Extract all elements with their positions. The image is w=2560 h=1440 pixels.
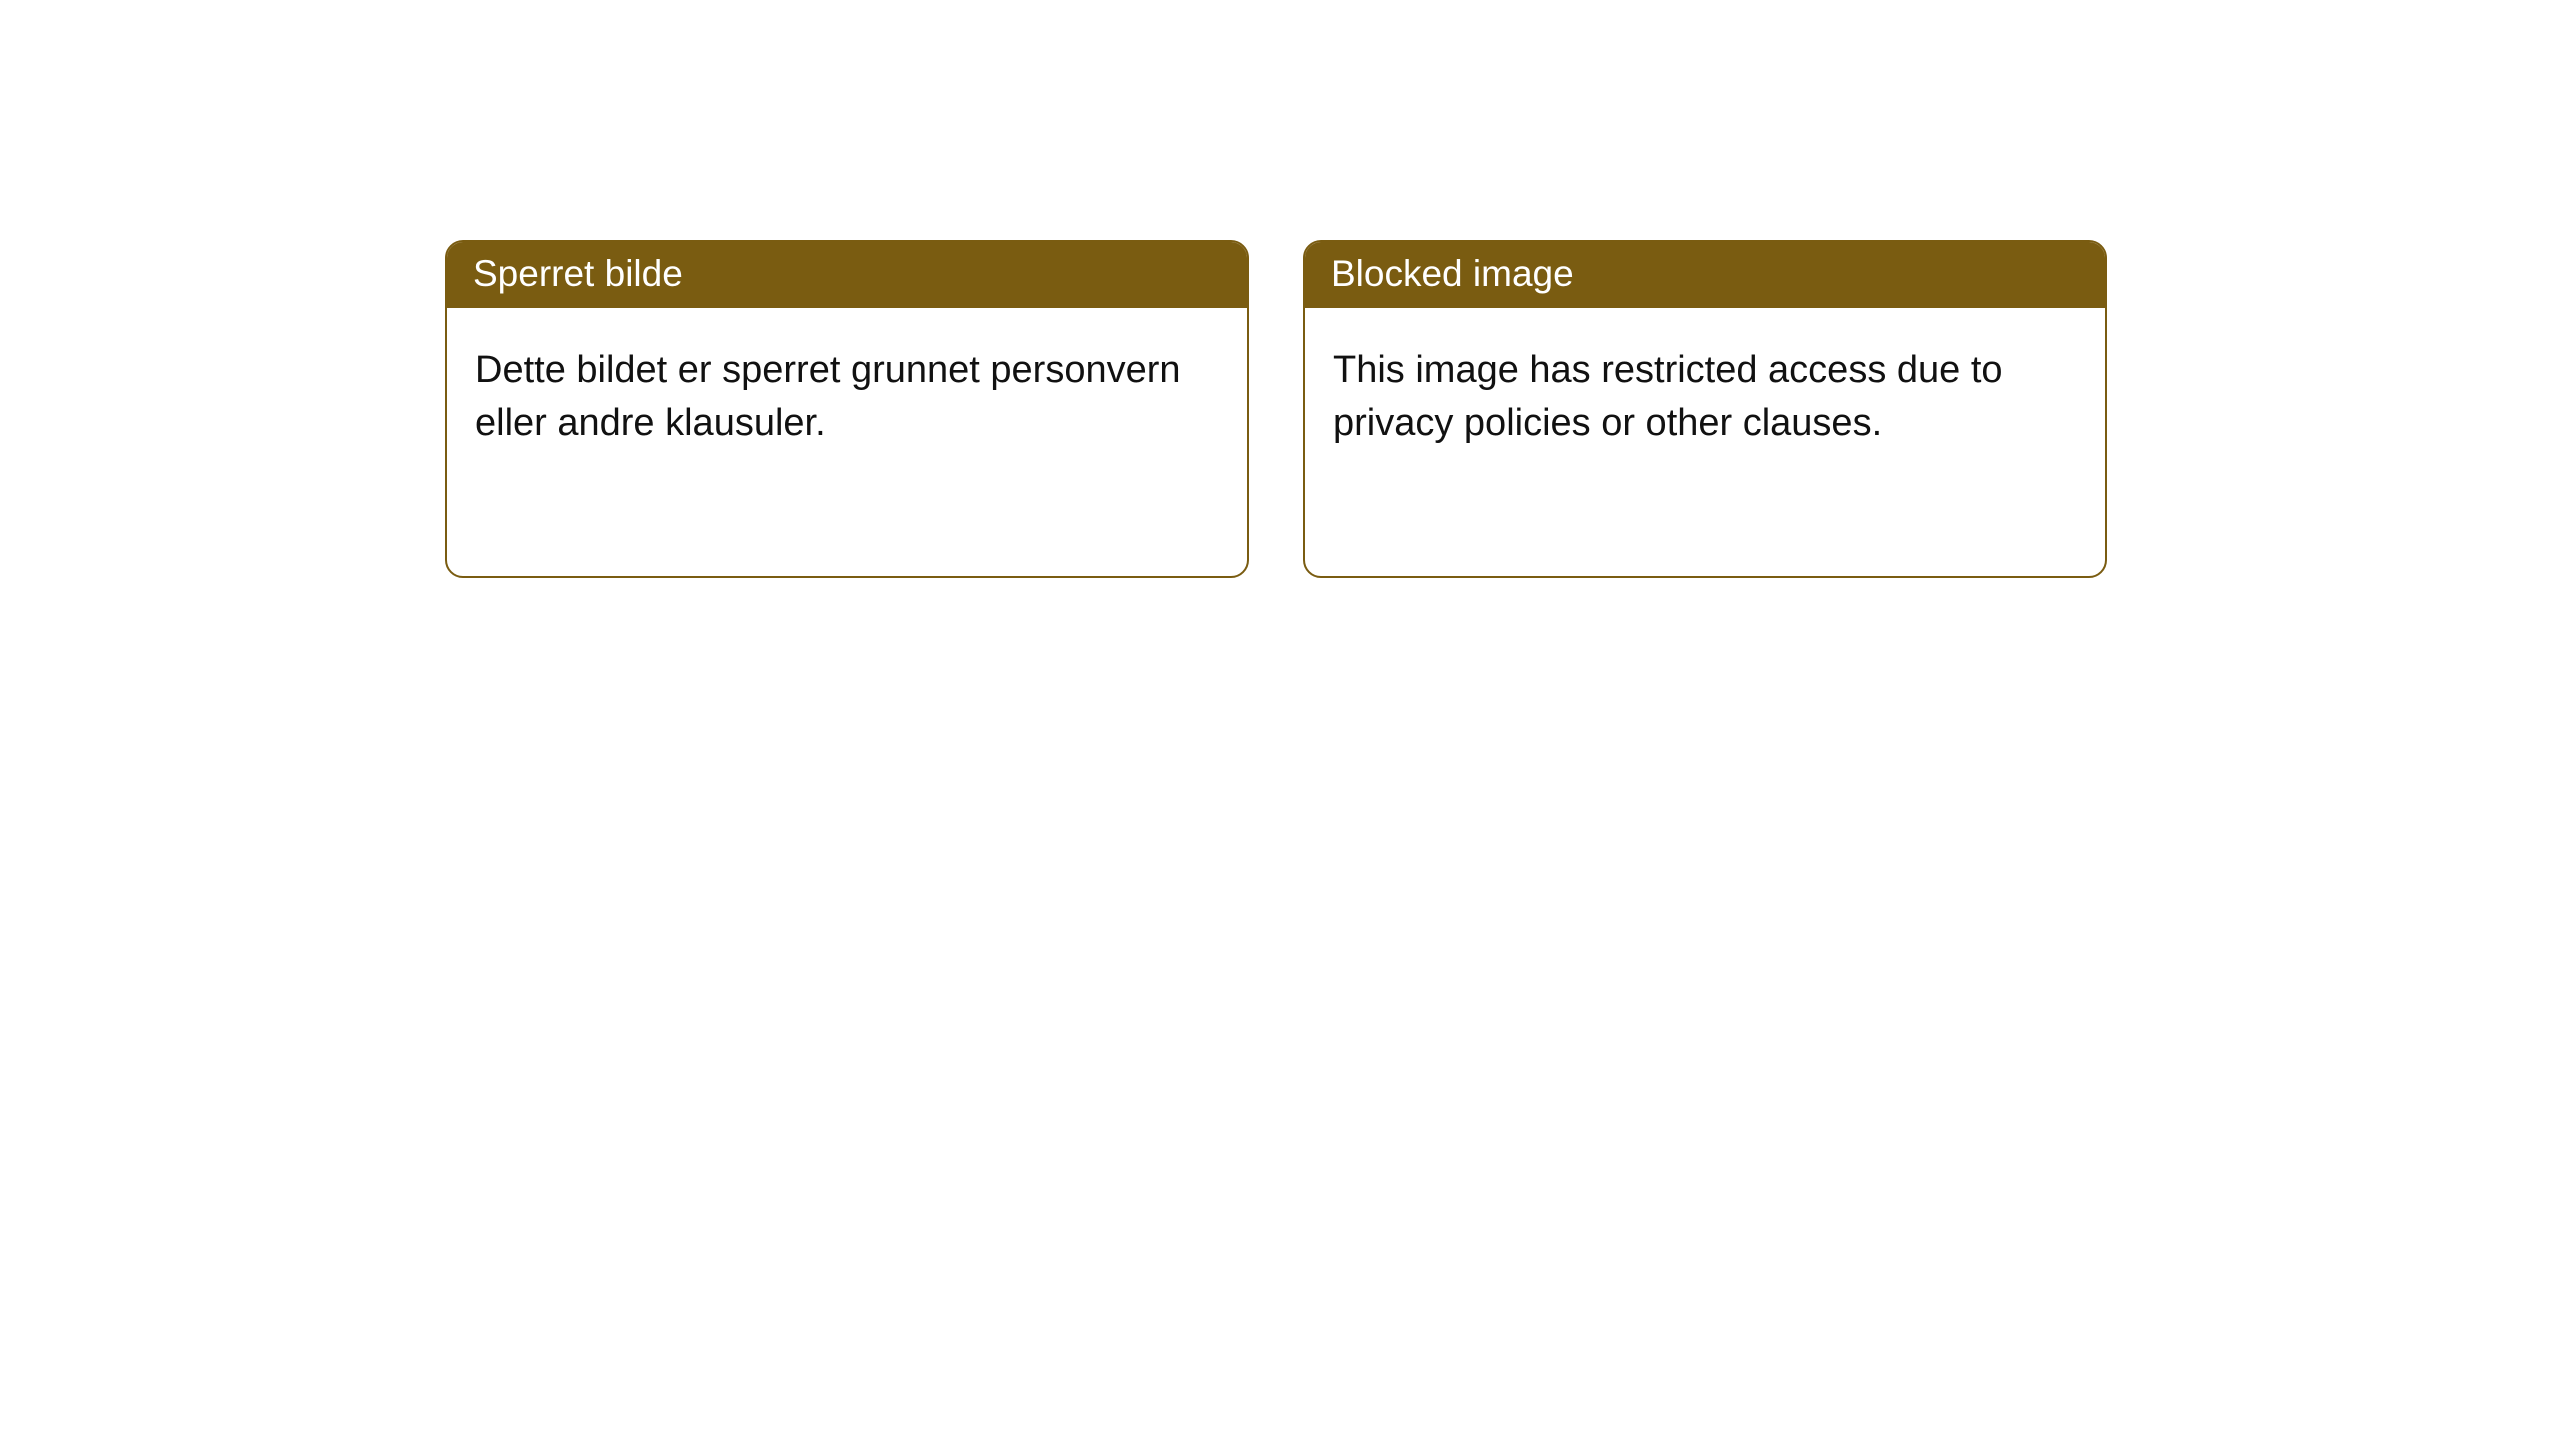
blocked-image-card-en: Blocked image This image has restricted … bbox=[1303, 240, 2107, 578]
blocked-image-notices: Sperret bilde Dette bildet er sperret gr… bbox=[0, 0, 2560, 578]
blocked-image-body-en: This image has restricted access due to … bbox=[1305, 308, 2105, 485]
blocked-image-title-no: Sperret bilde bbox=[447, 242, 1247, 308]
blocked-image-card-no: Sperret bilde Dette bildet er sperret gr… bbox=[445, 240, 1249, 578]
blocked-image-body-no: Dette bildet er sperret grunnet personve… bbox=[447, 308, 1247, 485]
blocked-image-title-en: Blocked image bbox=[1305, 242, 2105, 308]
